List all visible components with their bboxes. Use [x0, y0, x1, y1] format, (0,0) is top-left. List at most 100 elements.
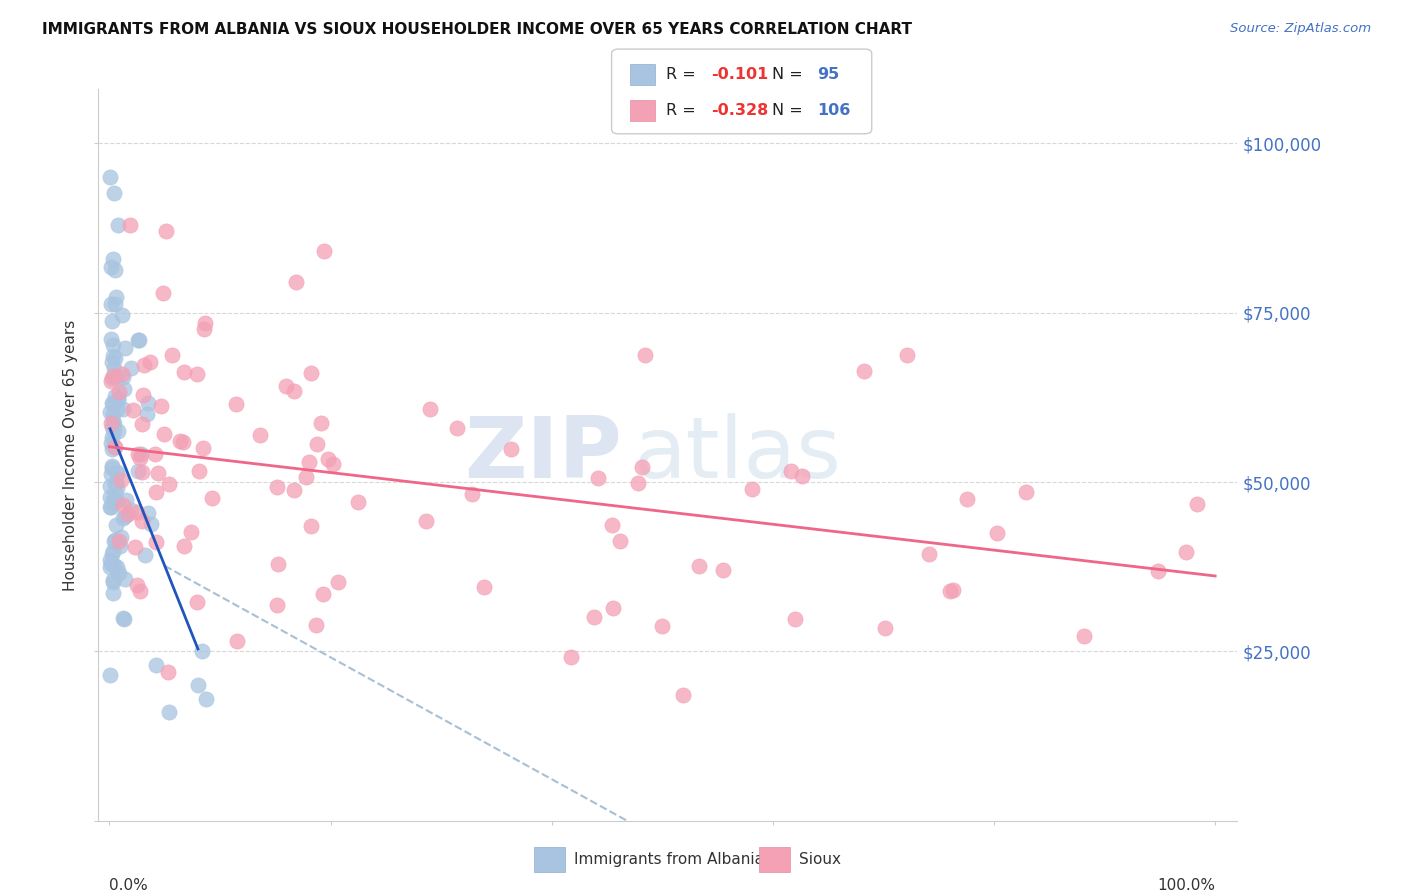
Point — [472, 580, 495, 594]
Point — [873, 621, 896, 635]
Point — [107, 392, 129, 407]
Point — [103, 417, 125, 432]
Point — [226, 634, 249, 648]
Point — [122, 403, 145, 417]
Point — [98, 553, 121, 567]
Point — [326, 575, 349, 590]
Point — [132, 387, 155, 401]
Point — [100, 500, 122, 515]
Point — [101, 370, 124, 384]
Point — [104, 517, 127, 532]
Point — [145, 657, 167, 672]
Point — [105, 467, 128, 481]
Point — [105, 401, 128, 416]
Point — [98, 668, 121, 682]
Text: N =: N = — [772, 103, 808, 118]
Point — [136, 396, 159, 410]
Point — [105, 494, 128, 508]
Point — [114, 342, 136, 356]
Point — [446, 421, 468, 435]
Point — [172, 434, 194, 449]
Point — [100, 429, 122, 443]
Text: Source: ZipAtlas.com: Source: ZipAtlas.com — [1230, 22, 1371, 36]
Point — [131, 514, 153, 528]
Text: 106: 106 — [817, 103, 851, 118]
Point — [314, 244, 336, 259]
Point — [149, 399, 172, 413]
Text: 0.0%: 0.0% — [110, 879, 148, 892]
Point — [107, 425, 129, 439]
Point — [153, 426, 176, 441]
Point — [1187, 498, 1209, 512]
Point — [501, 442, 523, 457]
Point — [918, 547, 941, 561]
Point — [101, 349, 124, 363]
Point — [98, 170, 121, 185]
Point — [316, 452, 339, 467]
Text: atlas: atlas — [634, 413, 842, 497]
Point — [299, 366, 322, 380]
Point — [145, 485, 167, 500]
Point — [104, 368, 127, 383]
Point — [100, 467, 122, 481]
Point — [103, 424, 125, 438]
Point — [173, 540, 195, 554]
Point — [105, 559, 128, 574]
Point — [104, 263, 127, 277]
Text: R =: R = — [666, 67, 702, 82]
Point — [101, 407, 124, 421]
Point — [101, 396, 124, 410]
Point — [305, 618, 328, 632]
Point — [104, 351, 127, 365]
Point — [1073, 629, 1095, 643]
Point — [152, 286, 174, 301]
Text: IMMIGRANTS FROM ALBANIA VS SIOUX HOUSEHOLDER INCOME OVER 65 YEARS CORRELATION CH: IMMIGRANTS FROM ALBANIA VS SIOUX HOUSEHO… — [42, 22, 912, 37]
Point — [120, 361, 142, 376]
Point — [297, 455, 319, 469]
Point — [103, 186, 125, 200]
Point — [295, 470, 318, 484]
Point — [896, 348, 918, 362]
Point — [461, 487, 484, 501]
Point — [103, 337, 125, 351]
Point — [266, 480, 288, 494]
Point — [101, 459, 124, 474]
Point — [125, 578, 148, 592]
Point — [956, 492, 979, 507]
Point — [783, 612, 806, 626]
Point — [305, 437, 328, 451]
Point — [938, 584, 960, 599]
Text: Immigrants from Albania: Immigrants from Albania — [574, 853, 763, 867]
Point — [101, 419, 124, 434]
Point — [103, 361, 125, 376]
Point — [107, 218, 129, 232]
Point — [114, 508, 136, 523]
Text: Sioux: Sioux — [799, 853, 841, 867]
Point — [117, 508, 139, 522]
Point — [111, 402, 134, 417]
Point — [194, 316, 217, 330]
Point — [853, 364, 876, 378]
Point — [609, 533, 631, 548]
Text: R =: R = — [666, 103, 702, 118]
Point — [98, 560, 121, 574]
Point — [1174, 545, 1197, 559]
Point — [560, 650, 582, 665]
Point — [651, 619, 673, 633]
Point — [108, 539, 131, 553]
Point — [419, 402, 441, 417]
Point — [156, 665, 179, 679]
Point — [101, 414, 124, 428]
Point — [173, 365, 195, 379]
Point — [112, 612, 135, 626]
Point — [741, 482, 763, 496]
Point — [283, 384, 305, 399]
Point — [186, 595, 208, 609]
Point — [284, 275, 307, 289]
Point — [98, 490, 121, 504]
Point — [100, 374, 122, 388]
Point — [711, 564, 734, 578]
Point — [100, 558, 122, 572]
Point — [634, 348, 657, 362]
Point — [1147, 564, 1170, 578]
